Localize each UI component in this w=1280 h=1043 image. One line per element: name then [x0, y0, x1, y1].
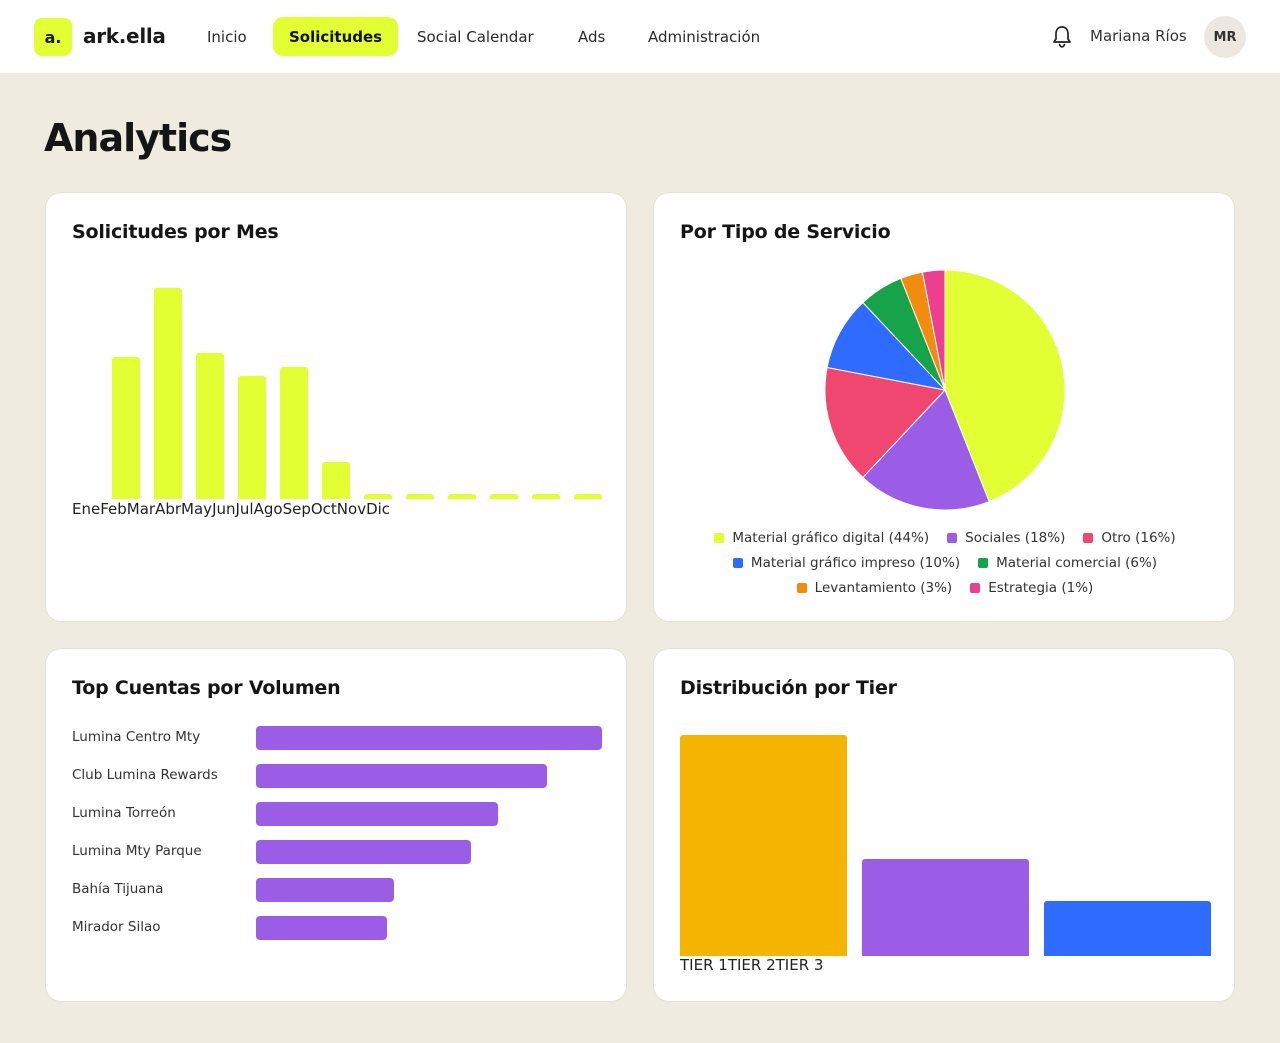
- user-name[interactable]: Mariana Ríos: [1090, 27, 1187, 45]
- account-bar[interactable]: [256, 840, 471, 864]
- tier-x-axis-labels: TIER 1 TIER 2 TIER 3: [680, 956, 823, 974]
- account-label: Bahía Tijuana: [72, 881, 164, 897]
- legend-label: Estrategia (1%): [988, 580, 1094, 596]
- month-label: Feb: [100, 500, 127, 518]
- month-label: Nov: [336, 500, 367, 518]
- logo-text[interactable]: ark.ella: [83, 24, 166, 48]
- month-bar-abr[interactable]: [238, 376, 266, 499]
- month-bar-may[interactable]: [280, 367, 308, 499]
- legend-item[interactable]: Levantamiento (3%): [796, 580, 953, 596]
- tier-bar-3[interactable]: [1044, 901, 1211, 956]
- legend-swatch: [796, 583, 807, 593]
- legend-label: Material comercial (6%): [996, 555, 1158, 571]
- tier-label: TIER 1: [680, 956, 728, 974]
- month-bar-oct[interactable]: [490, 494, 518, 499]
- month-bar-feb[interactable]: [154, 288, 182, 499]
- account-bar[interactable]: [256, 802, 498, 826]
- legend-label: Material gráfico digital (44%): [732, 530, 930, 546]
- month-label: Ene: [72, 500, 101, 518]
- nav-inicio[interactable]: Inicio: [207, 27, 247, 46]
- card-title: Por Tipo de Servicio: [680, 221, 891, 243]
- top-accounts-card: Top Cuentas por Volumen Lumina Centro Mt…: [45, 648, 627, 1002]
- month-label: Ago: [253, 500, 283, 518]
- nav-solicitudes[interactable]: Solicitudes: [273, 17, 399, 56]
- legend-swatch: [947, 533, 958, 543]
- month-label: Mar: [126, 500, 156, 518]
- legend-swatch: [970, 583, 981, 593]
- monthly-x-axis-labels: Ene Feb Mar Abr May Jun Jul Ago Sep Oct Nov Dic: [72, 500, 390, 518]
- legend-item[interactable]: Material comercial (6%): [978, 555, 1157, 571]
- pie-legend-row: Material gráfico digital (44%) Sociales (…: [654, 530, 1236, 546]
- legend-swatch: [714, 533, 725, 543]
- legend-label: Material gráfico impreso (10%): [750, 555, 961, 571]
- month-label: Jun: [212, 500, 236, 518]
- month-bar-mar[interactable]: [196, 353, 224, 499]
- card-title: Distribución por Tier: [680, 677, 897, 699]
- nav-administracion[interactable]: Administración: [648, 27, 761, 46]
- pie-slice-2[interactable]: [824, 366, 946, 479]
- card-title: Top Cuentas por Volumen: [72, 677, 341, 699]
- pie-slice-0[interactable]: [944, 269, 1066, 503]
- month-bar-jul[interactable]: [364, 494, 392, 499]
- tier-label: TIER 3: [775, 956, 824, 974]
- account-label: Lumina Torreón: [72, 805, 176, 821]
- account-bar[interactable]: [256, 878, 394, 902]
- account-bar[interactable]: [256, 764, 547, 788]
- account-bar[interactable]: [256, 726, 602, 750]
- tier-bar-1[interactable]: [680, 735, 847, 956]
- month-label: Sep: [282, 500, 311, 518]
- bell-icon[interactable]: [1049, 24, 1075, 50]
- pie-legend-row: Levantamiento (3%) Estrategia (1%): [654, 580, 1236, 596]
- legend-label: Levantamiento (3%): [814, 580, 953, 596]
- nav-ads[interactable]: Ads: [578, 27, 606, 46]
- legend-item[interactable]: Material gráfico digital (44%): [714, 530, 929, 546]
- logo-mark[interactable]: a.: [34, 18, 72, 56]
- legend-label: Otro (16%): [1101, 530, 1176, 546]
- service-pie-chart: [824, 269, 1066, 511]
- month-label: Dic: [366, 500, 391, 518]
- legend-swatch: [732, 558, 743, 568]
- tier-distribution-card: Distribución por Tier TIER 1 TIER 2 TIER 3: [653, 648, 1235, 1002]
- account-label: Lumina Centro Mty: [72, 729, 201, 745]
- month-bar-ago[interactable]: [406, 494, 434, 499]
- pie-slice-6[interactable]: [921, 269, 946, 391]
- month-label: Jul: [235, 500, 254, 518]
- month-bar-nov[interactable]: [532, 494, 560, 499]
- legend-item[interactable]: Otro (16%): [1083, 530, 1176, 546]
- legend-item[interactable]: Material gráfico impreso (10%): [732, 555, 961, 571]
- legend-label: Sociales (18%): [965, 530, 1066, 546]
- month-label: Oct: [310, 500, 337, 518]
- tier-label: TIER 2: [727, 956, 776, 974]
- month-bar-ene[interactable]: [112, 357, 140, 499]
- account-label: Club Lumina Rewards: [72, 767, 218, 783]
- pie-slice-3[interactable]: [826, 301, 947, 391]
- avatar[interactable]: MR: [1204, 16, 1246, 58]
- card-title: Solicitudes por Mes: [72, 221, 279, 243]
- month-bar-jun[interactable]: [322, 462, 350, 499]
- legend-item[interactable]: Estrategia (1%): [970, 580, 1093, 596]
- legend-item[interactable]: Sociales (18%): [947, 530, 1065, 546]
- month-bar-sep[interactable]: [448, 494, 476, 499]
- month-label: Abr: [155, 500, 182, 518]
- tier-bar-2[interactable]: [862, 859, 1029, 956]
- account-bar[interactable]: [256, 916, 387, 940]
- account-label: Mirador Silao: [72, 919, 161, 935]
- month-label: May: [181, 500, 213, 518]
- pie-slice-1[interactable]: [862, 389, 990, 511]
- nav-social-calendar[interactable]: Social Calendar: [417, 27, 534, 46]
- pie-legend-row: Material gráfico impreso (10%) Material c…: [654, 555, 1236, 571]
- month-bar-dic[interactable]: [574, 494, 602, 499]
- top-navigation-bar: a. ark.ella Inicio Solicitudes Social Ca…: [0, 0, 1280, 73]
- account-label: Lumina Mty Parque: [72, 843, 202, 859]
- monthly-requests-card: Solicitudes por Mes Ene Feb Mar Abr May Jun Ju…: [45, 192, 627, 622]
- legend-swatch: [978, 558, 989, 568]
- legend-swatch: [1083, 533, 1094, 543]
- service-type-card: Por Tipo de Servicio Material gráfico di…: [653, 192, 1235, 622]
- page-title: Analytics: [44, 116, 232, 160]
